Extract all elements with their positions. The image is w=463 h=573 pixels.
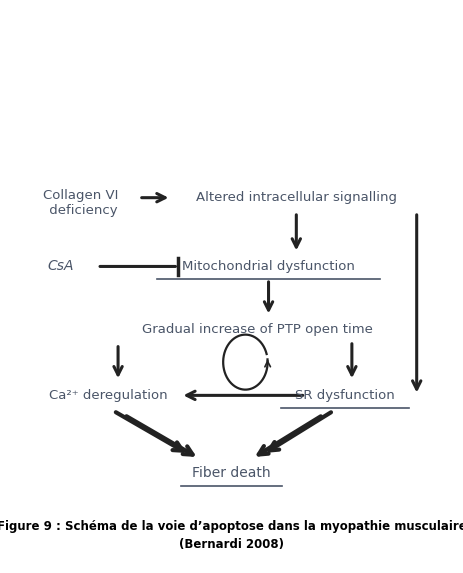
Text: Altered intracellular signalling: Altered intracellular signalling [196,191,397,204]
Text: CsA: CsA [47,260,74,273]
Text: Ca²⁺ deregulation: Ca²⁺ deregulation [50,389,168,402]
Text: SR dysfunction: SR dysfunction [295,389,395,402]
Text: Figure 9 : Schéma de la voie d’apoptose dans la myopathie musculaire: Figure 9 : Schéma de la voie d’apoptose … [0,520,463,532]
Text: (Bernardi 2008): (Bernardi 2008) [179,538,284,551]
Text: Fiber death: Fiber death [192,466,271,480]
Text: Gradual increase of PTP open time: Gradual increase of PTP open time [142,323,372,336]
Text: Mitochondrial dysfunction: Mitochondrial dysfunction [182,260,355,273]
Text: Collagen VI
 deficiency: Collagen VI deficiency [44,190,119,217]
